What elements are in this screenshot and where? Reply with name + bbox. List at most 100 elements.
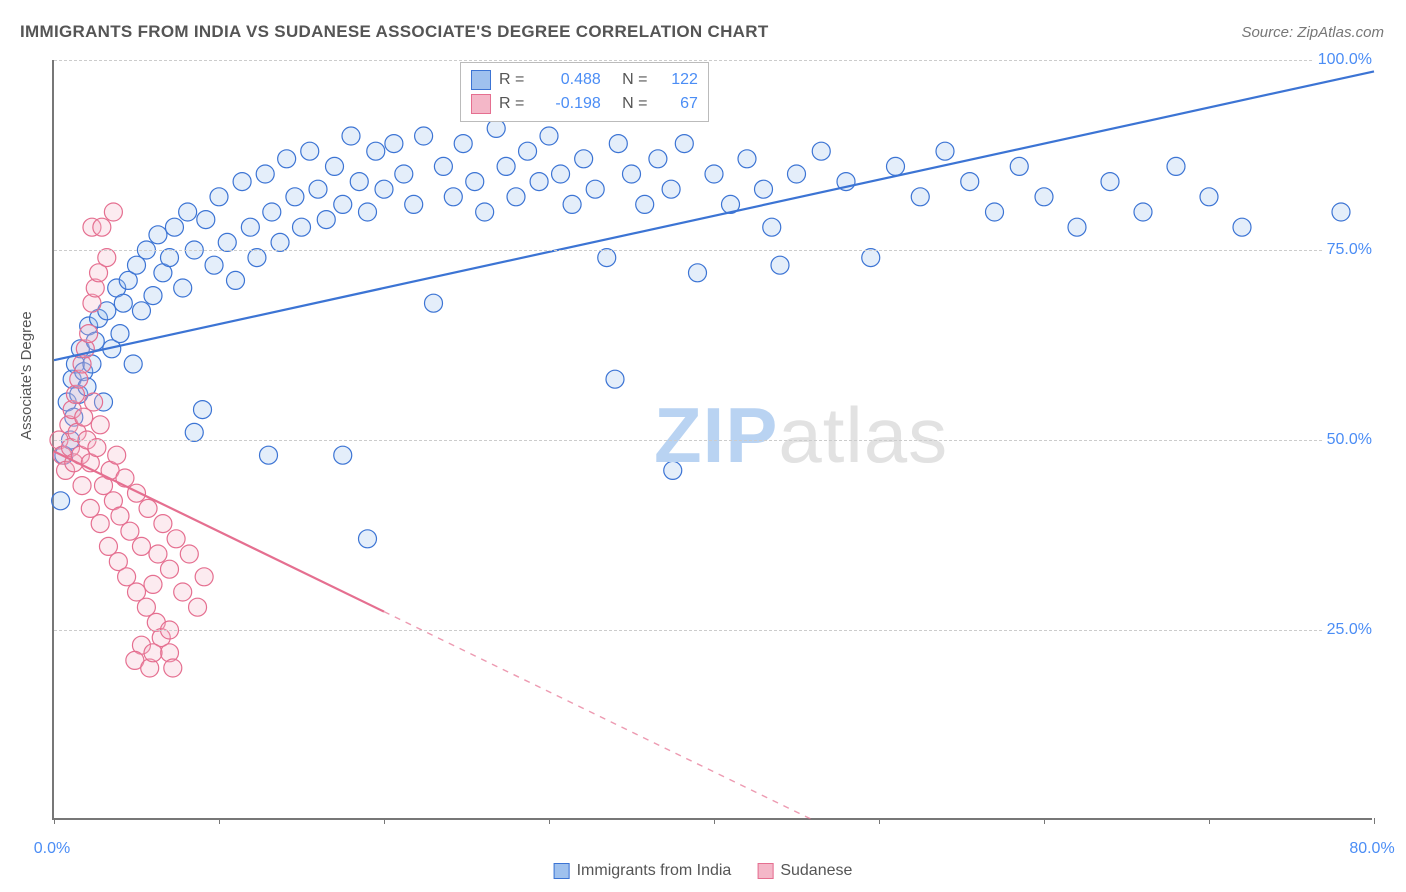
x-tick (384, 818, 385, 824)
india-point (1134, 203, 1152, 221)
sudanese-point (98, 249, 116, 267)
india-point (466, 173, 484, 191)
source-label: Source: ZipAtlas.com (1241, 24, 1384, 41)
y-tick-label: 100.0% (1314, 51, 1376, 69)
india-point (664, 461, 682, 479)
x-tick (1209, 818, 1210, 824)
x-tick (1044, 818, 1045, 824)
india-point (812, 142, 830, 160)
india-point (1010, 157, 1028, 175)
india-point (961, 173, 979, 191)
sudanese-point (128, 583, 146, 601)
india-point (530, 173, 548, 191)
india-point (788, 165, 806, 183)
india-point (256, 165, 274, 183)
india-point (1068, 218, 1086, 236)
india-point (586, 180, 604, 198)
india-point (144, 287, 162, 305)
sudanese-r-value: -0.198 (537, 92, 601, 116)
x-tick (549, 818, 550, 824)
sudanese-n-value: 67 (660, 92, 698, 116)
india-point (434, 157, 452, 175)
r-label: R = (499, 92, 529, 116)
r-label: R = (499, 68, 529, 92)
india-point (293, 218, 311, 236)
india-point (179, 203, 197, 221)
india-point (519, 142, 537, 160)
india-point (454, 135, 472, 153)
sudanese-point (154, 515, 172, 533)
legend-item-india: Immigrants from India (554, 862, 732, 880)
stats-row-sudanese: R = -0.198 N = 67 (471, 92, 698, 116)
stats-row-india: R = 0.488 N = 122 (471, 68, 698, 92)
india-point (1233, 218, 1251, 236)
sudanese-point (93, 218, 111, 236)
india-r-value: 0.488 (537, 68, 601, 92)
india-point (210, 188, 228, 206)
india-point (563, 195, 581, 213)
india-point (986, 203, 1004, 221)
sudanese-point (144, 644, 162, 662)
chart-title: IMMIGRANTS FROM INDIA VS SUDANESE ASSOCI… (20, 22, 769, 42)
india-point (497, 157, 515, 175)
sudanese-point (144, 575, 162, 593)
india-point (405, 195, 423, 213)
sudanese-point (174, 583, 192, 601)
india-point (507, 188, 525, 206)
india-point (738, 150, 756, 168)
india-point (705, 165, 723, 183)
sudanese-point (128, 484, 146, 502)
india-point (248, 249, 266, 267)
india-n-value: 122 (660, 68, 698, 92)
sudanese-point (189, 598, 207, 616)
x-tick-label: 0.0% (34, 840, 70, 858)
india-point (425, 294, 443, 312)
india-point (540, 127, 558, 145)
india-point (771, 256, 789, 274)
india-point (286, 188, 304, 206)
bottom-legend: Immigrants from IndiaSudanese (554, 862, 853, 880)
sudanese-point (116, 469, 134, 487)
india-point (936, 142, 954, 160)
india-point (487, 119, 505, 137)
india-point (649, 150, 667, 168)
india-swatch (471, 70, 491, 90)
india-point (1101, 173, 1119, 191)
india-point (606, 370, 624, 388)
india-point (161, 249, 179, 267)
x-tick (54, 818, 55, 824)
sudanese-swatch (471, 94, 491, 114)
india-point (359, 530, 377, 548)
india-point (662, 180, 680, 198)
sudanese-point (104, 203, 122, 221)
india-point (218, 233, 236, 251)
india-point (301, 142, 319, 160)
india-point (911, 188, 929, 206)
india-point (132, 302, 150, 320)
india-point (636, 195, 654, 213)
india-point (111, 325, 129, 343)
india-point (326, 157, 344, 175)
sudanese-trendline-extrapolated (384, 612, 813, 820)
chart-svg (54, 60, 1372, 818)
india-point (1332, 203, 1350, 221)
india-point (185, 423, 203, 441)
india-point (260, 446, 278, 464)
gridline (54, 440, 1372, 441)
plot-area: ZIPatlas 25.0%50.0%75.0%100.0% (52, 60, 1372, 820)
gridline (54, 60, 1372, 61)
india-point (334, 195, 352, 213)
india-point (128, 256, 146, 274)
india-point (271, 233, 289, 251)
india-point (375, 180, 393, 198)
sudanese-point (88, 439, 106, 457)
sudanese-point (161, 560, 179, 578)
india-point (385, 135, 403, 153)
sudanese-point (132, 537, 150, 555)
sudanese-point (73, 477, 91, 495)
india-point (1200, 188, 1218, 206)
india-point (197, 211, 215, 229)
india-point (415, 127, 433, 145)
india-point (309, 180, 327, 198)
india-point (263, 203, 281, 221)
